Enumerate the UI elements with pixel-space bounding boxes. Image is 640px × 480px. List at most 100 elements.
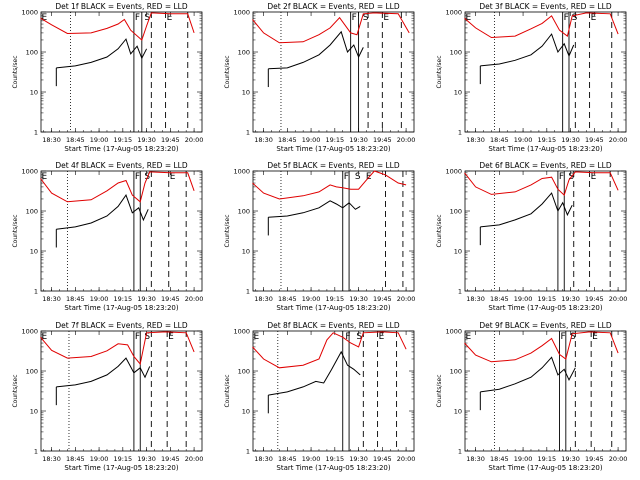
panel-title: Det 6f BLACK = Events, RED = LLD [479, 161, 612, 170]
events-series-line [480, 192, 573, 228]
x-tick-label: 19:15 [113, 295, 132, 303]
panel-title: Det 5f BLACK = Events, RED = LLD [267, 161, 400, 170]
plot-frame [252, 170, 415, 292]
panel-det-5: Det 5f BLACK = Events, RED = LLD 1 10 100 10… [224, 161, 415, 312]
panel-det-6: Det 6f BLACK = Events, RED = LLD 1 10 100 10… [436, 161, 627, 312]
x-axis-label: Start Time (17-Aug-05 18:23:20) [64, 464, 178, 472]
events-series-line [480, 33, 575, 67]
panel-title: Det 3f BLACK = Events, RED = LLD [479, 2, 612, 11]
x-axis-label: Start Time (17-Aug-05 18:23:20) [64, 145, 178, 153]
x-tick-label: 19:45 [161, 455, 180, 463]
x-tick-label: 19:30 [561, 455, 580, 463]
x-tick-label: 20:00 [185, 455, 204, 463]
y-tick-label: 1000 [21, 9, 38, 17]
x-tick-label: 18:45 [66, 136, 85, 144]
x-tick-label: 18:30 [254, 136, 273, 144]
y-tick-label: 10 [454, 248, 462, 256]
panel-det-9: Det 9f BLACK = Events, RED = LLD 1 10 100 10… [436, 321, 627, 472]
y-tick-label: 10 [30, 248, 38, 256]
x-tick-label: 19:00 [514, 295, 533, 303]
y-tick-label: 100 [26, 49, 38, 57]
marker-letter-f: F [560, 332, 565, 342]
x-tick-label: 19:15 [537, 295, 556, 303]
y-axis-label: Counts/sec [224, 374, 231, 407]
x-tick-label: 19:30 [137, 136, 156, 144]
panel-det-3: Det 3f BLACK = Events, RED = LLD 1 10 100 10… [436, 2, 627, 153]
y-axis-label: Counts/sec [436, 55, 443, 88]
marker-letter-s: S [572, 13, 578, 23]
x-tick-label: 19:15 [113, 455, 132, 463]
events-series-line [480, 356, 576, 393]
panel-det-2: Det 2f BLACK = Events, RED = LLD 1 10 100 10… [224, 2, 415, 153]
panel-title: Det 1f BLACK = Events, RED = LLD [55, 2, 188, 11]
y-tick-label: 100 [450, 208, 462, 216]
x-tick-label: 19:00 [302, 136, 321, 144]
x-tick-label: 19:45 [373, 136, 392, 144]
y-tick-label: 1 [458, 288, 462, 296]
y-axis-label: Counts/sec [436, 374, 443, 407]
x-tick-label: 19:15 [537, 455, 556, 463]
x-tick-label: 18:30 [254, 295, 273, 303]
marker-letter-e: E [465, 332, 471, 342]
y-tick-label: 1 [34, 448, 38, 456]
y-tick-label: 1 [246, 288, 250, 296]
y-tick-label: 100 [450, 368, 462, 376]
x-tick-label: 19:15 [325, 455, 344, 463]
x-axis-label: Start Time (17-Aug-05 18:23:20) [488, 145, 602, 153]
plot-frame [40, 170, 203, 292]
x-tick-label: 19:45 [161, 136, 180, 144]
marker-letter-e: E [379, 332, 385, 342]
x-tick-label: 18:45 [490, 136, 509, 144]
y-axis-label: Counts/sec [224, 55, 231, 88]
x-axis-label: Start Time (17-Aug-05 18:23:20) [276, 304, 390, 312]
marker-letter-e: E [170, 172, 176, 182]
marker-letter-f: F [345, 332, 350, 342]
marker-letter-f: F [352, 13, 357, 23]
lld-series-line [252, 331, 407, 369]
plot-frame [40, 330, 203, 452]
x-axis-label: Start Time (17-Aug-05 18:23:20) [488, 464, 602, 472]
plot-frame [252, 11, 415, 133]
x-tick-label: 18:30 [466, 295, 485, 303]
y-tick-label: 1000 [233, 328, 250, 336]
marker-letter-e: E [465, 13, 471, 23]
events-series-line [56, 194, 149, 230]
x-tick-label: 18:30 [42, 455, 61, 463]
marker-letter-e: E [592, 332, 598, 342]
x-axis-label: Start Time (17-Aug-05 18:23:20) [488, 304, 602, 312]
x-tick-label: 19:45 [585, 136, 604, 144]
y-tick-label: 1 [246, 129, 250, 137]
panel-det-4: Det 4f BLACK = Events, RED = LLD 1 10 100 10… [12, 161, 203, 312]
x-tick-label: 19:45 [373, 455, 392, 463]
marker-letter-e: E [591, 13, 597, 23]
lld-series-line [252, 170, 407, 200]
y-tick-label: 1 [458, 129, 462, 137]
y-tick-label: 1000 [445, 168, 462, 176]
y-tick-label: 10 [242, 89, 250, 97]
x-tick-label: 19:00 [90, 136, 109, 144]
x-tick-label: 19:15 [113, 136, 132, 144]
x-tick-label: 20:00 [397, 295, 416, 303]
x-tick-label: 18:45 [66, 295, 85, 303]
y-axis-label: Counts/sec [224, 214, 231, 247]
x-tick-label: 20:00 [609, 295, 628, 303]
y-tick-label: 1 [34, 288, 38, 296]
y-tick-label: 100 [26, 368, 38, 376]
x-tick-label: 19:00 [302, 295, 321, 303]
x-tick-label: 19:45 [585, 455, 604, 463]
y-tick-label: 1 [458, 448, 462, 456]
x-axis-label: Start Time (17-Aug-05 18:23:20) [276, 145, 390, 153]
marker-letter-s: S [356, 332, 362, 342]
y-tick-label: 10 [30, 89, 38, 97]
x-tick-label: 19:45 [585, 295, 604, 303]
marker-letter-f: F [344, 172, 349, 182]
y-tick-label: 1 [34, 129, 38, 137]
x-tick-label: 19:00 [514, 136, 533, 144]
panel-det-8: Det 8f BLACK = Events, RED = LLD 1 10 100 10… [224, 321, 415, 472]
x-tick-label: 19:00 [302, 455, 321, 463]
y-tick-label: 10 [242, 248, 250, 256]
x-tick-label: 19:15 [325, 295, 344, 303]
y-tick-label: 100 [450, 49, 462, 57]
lld-series-line [40, 12, 195, 41]
